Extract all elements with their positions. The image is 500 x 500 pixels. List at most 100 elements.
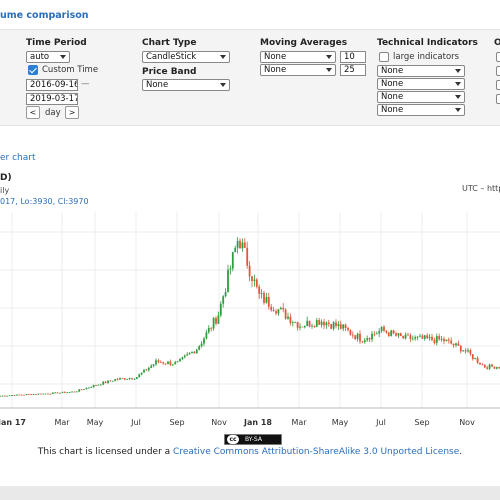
license-text: This chart is licensed under a Creative …	[0, 447, 500, 457]
previous-period-button[interactable]: <	[26, 106, 40, 119]
candle-body	[164, 363, 167, 365]
indicator-3-select[interactable]: None	[377, 91, 465, 103]
large-indicators-label: large indicators	[393, 52, 460, 62]
candle-body	[44, 393, 47, 395]
candle-body	[378, 331, 381, 334]
candle-body	[71, 391, 73, 393]
candle-body	[205, 332, 208, 339]
candle-body	[272, 310, 275, 312]
candle-body	[133, 379, 136, 380]
candle-body	[0, 395, 1, 397]
other-option-1-checkbox[interactable]	[496, 52, 500, 62]
indicator-1-select[interactable]: None	[377, 65, 465, 77]
other-option-2-checkbox[interactable]	[496, 66, 500, 76]
candle-body	[111, 380, 114, 382]
candle-body	[152, 364, 155, 366]
indicator-4-select[interactable]: None	[377, 104, 465, 116]
chart-type-label: Chart Type	[142, 38, 197, 48]
indicator-2-select[interactable]: None	[377, 78, 465, 90]
candle-body	[347, 327, 349, 331]
candle-body	[231, 252, 234, 269]
candle-body	[92, 385, 95, 388]
candle-body	[291, 322, 294, 324]
chart-interval: ily	[0, 186, 10, 195]
candle-body	[179, 358, 181, 362]
end-date-input[interactable]: 2019-03-17	[26, 93, 78, 105]
x-tick-label: Nov	[459, 418, 475, 427]
candle-body	[385, 330, 388, 333]
timezone-link[interactable]: UTC – http	[462, 184, 500, 193]
candle-body	[459, 345, 462, 352]
candle-body	[495, 367, 498, 369]
candle-body	[330, 323, 333, 329]
price-band-select[interactable]: None	[142, 79, 230, 91]
candle-body	[270, 306, 273, 311]
page-footer	[0, 486, 500, 500]
candle-body	[39, 393, 42, 395]
candle-body	[409, 335, 412, 340]
other-option-4-checkbox[interactable]	[496, 94, 500, 104]
candle-body	[498, 367, 500, 369]
candle-body	[140, 372, 143, 375]
candle-body	[37, 393, 40, 395]
chart-link[interactable]: er chart	[0, 153, 36, 163]
candle-body	[397, 333, 400, 336]
candle-body	[349, 330, 352, 335]
candle-body	[404, 334, 407, 339]
candle-body	[99, 384, 102, 386]
moving-average-1-select[interactable]: None	[260, 51, 336, 63]
moving-average-1-period[interactable]: 10	[340, 51, 366, 63]
candle-body	[402, 336, 405, 339]
license-link[interactable]: Creative Commons Attribution-ShareAlike …	[173, 447, 460, 457]
cc-license-badge[interactable]: cc BY-SA	[224, 434, 282, 445]
candle-body	[227, 269, 229, 293]
by-sa-label: BY-SA	[245, 436, 262, 443]
candle-body	[390, 330, 393, 337]
candle-body	[287, 316, 289, 319]
candle-body	[162, 362, 165, 364]
candle-body	[171, 364, 174, 366]
large-indicators-checkbox[interactable]	[379, 52, 389, 62]
candle-body	[464, 350, 467, 352]
chart-title: D)	[0, 173, 12, 183]
candle-body	[433, 339, 436, 343]
price-chart[interactable]: Jan 17 Mar May Jul Sep Nov Jan 18 Mar May Jul Sep N…	[0, 210, 500, 430]
candle-body	[366, 338, 369, 341]
chart-type-select[interactable]: CandleStick	[142, 51, 230, 63]
candle-body	[294, 321, 297, 323]
candle-body	[363, 340, 366, 343]
license-suffix: .	[459, 447, 463, 457]
next-period-button[interactable]: >	[65, 106, 79, 119]
candle-body	[411, 338, 414, 340]
candle-body	[371, 333, 373, 340]
moving-average-2-period[interactable]: 25	[340, 64, 366, 76]
cc-logo-icon: cc	[227, 435, 239, 444]
candle-body	[42, 393, 45, 395]
candle-body	[104, 381, 107, 383]
candle-body	[219, 303, 222, 316]
candle-body	[215, 317, 217, 324]
candle-body	[47, 393, 49, 395]
candle-body	[318, 320, 321, 325]
candle-body	[265, 297, 268, 303]
start-date-input[interactable]: 2016-09-16	[26, 79, 78, 91]
candle-body	[303, 326, 306, 328]
time-period-select[interactable]: auto	[26, 51, 70, 63]
other-option-3-checkbox[interactable]	[496, 80, 500, 90]
candle-body	[121, 378, 124, 379]
candle-body	[361, 341, 364, 343]
candle-body	[471, 354, 474, 360]
candle-body	[387, 332, 390, 337]
candle-body	[109, 380, 112, 382]
candle-body	[455, 343, 457, 346]
candle-body	[339, 324, 342, 329]
candle-body	[114, 379, 117, 381]
custom-time-checkbox[interactable]	[28, 65, 38, 75]
candle-body	[474, 358, 477, 360]
candle-body	[476, 358, 479, 363]
candle-body	[32, 394, 35, 395]
candle-body	[73, 391, 76, 393]
moving-average-2-select[interactable]: None	[260, 64, 336, 76]
candle-body	[188, 353, 191, 355]
candle-body	[383, 326, 385, 331]
